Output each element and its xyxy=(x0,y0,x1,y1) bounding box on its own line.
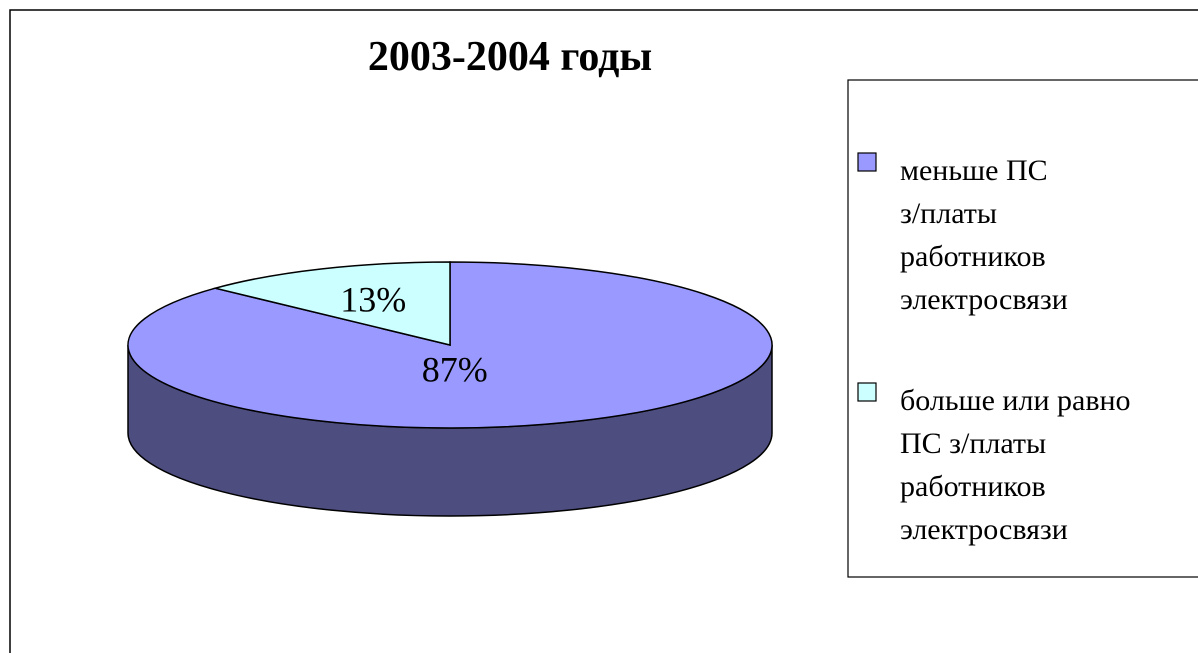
pie-slice xyxy=(215,261,451,346)
legend-box xyxy=(847,79,1198,578)
chart-title: 2003-2004 годы xyxy=(368,34,652,80)
data-label: 87% xyxy=(422,350,488,390)
legend-swatch xyxy=(857,152,877,172)
legend-label: больше или равно ПС з/платы работников элек… xyxy=(900,384,1131,546)
data-label: 13% xyxy=(340,279,406,319)
legend-label: меньше ПС з/платы работников электросвязи xyxy=(900,154,1068,316)
legend-swatch xyxy=(857,382,877,402)
